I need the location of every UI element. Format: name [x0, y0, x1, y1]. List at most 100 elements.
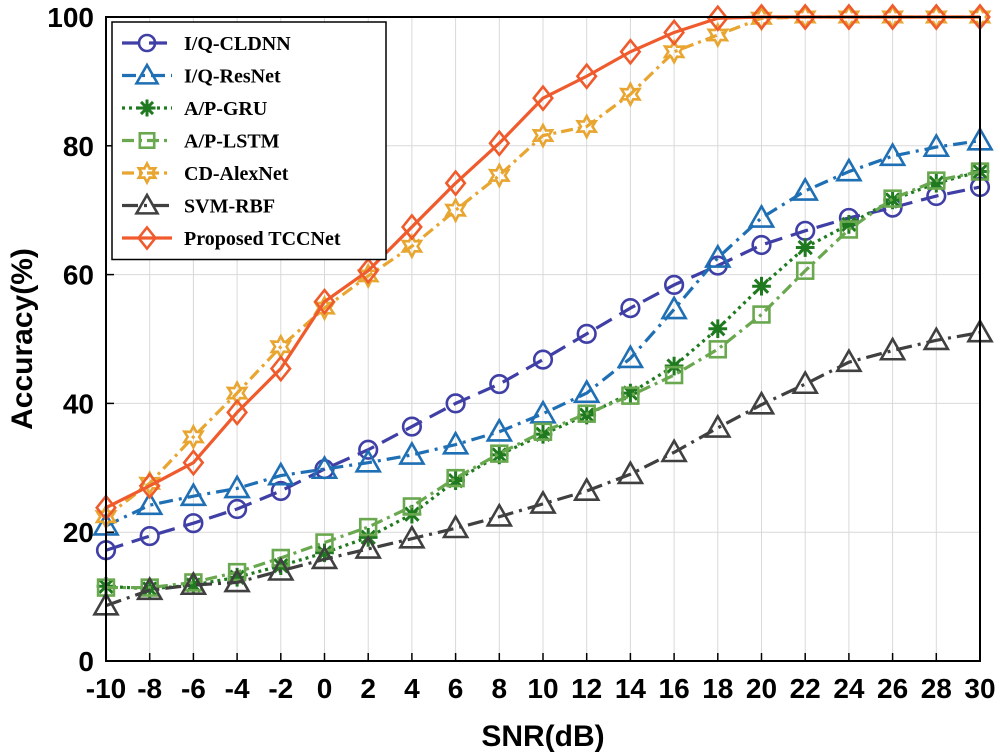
data-point [315, 533, 334, 552]
data-point [267, 461, 295, 486]
data-point [138, 472, 161, 500]
y-axis-title: Accuracy(%) [6, 248, 39, 430]
data-point [136, 160, 158, 186]
y-tick-label: 80 [63, 131, 94, 162]
data-point [837, 3, 860, 31]
data-point [184, 575, 203, 595]
data-point [139, 525, 160, 547]
data-point [752, 276, 771, 296]
y-tick-label: 20 [63, 517, 94, 548]
data-point [794, 3, 817, 31]
data-point [883, 189, 902, 208]
data-point [485, 417, 514, 442]
data-point [398, 524, 426, 549]
data-point [135, 575, 164, 601]
data-point [795, 238, 815, 257]
data-point [577, 404, 596, 423]
data-point [621, 386, 640, 405]
legend-item[interactable]: Proposed TCCNet [122, 225, 341, 251]
data-point [620, 297, 641, 319]
data-point [704, 413, 732, 438]
x-tick-label: 10 [527, 673, 558, 704]
data-point [619, 38, 642, 66]
data-point [663, 18, 686, 47]
data-point [747, 390, 776, 415]
legend-item[interactable]: CD-AlexNet [122, 160, 289, 186]
data-point [446, 468, 465, 488]
data-point [618, 81, 642, 108]
legend-item[interactable]: A/P-LSTM [122, 131, 280, 153]
data-point [878, 336, 907, 361]
legend-item[interactable]: SVM-RBF [122, 192, 275, 218]
x-tick-label: 28 [921, 673, 952, 704]
y-tick-label: 0 [78, 646, 94, 677]
x-tick-label: 16 [659, 673, 690, 704]
data-point [400, 233, 424, 260]
data-point [310, 454, 339, 480]
data-point [444, 196, 468, 224]
series-layer [92, 3, 994, 616]
x-tick-label: 12 [571, 673, 602, 704]
data-point [271, 548, 291, 568]
data-point [927, 171, 946, 190]
data-point [572, 378, 601, 404]
data-point [706, 4, 729, 32]
data-point [313, 288, 336, 316]
data-point [660, 295, 688, 320]
data-point [227, 562, 247, 582]
data-point [529, 399, 557, 424]
series-line [105, 170, 981, 591]
x-tick-label: -6 [181, 673, 206, 704]
data-point [398, 440, 426, 465]
data-point [227, 567, 247, 587]
series-a-p-lstm [96, 162, 990, 597]
data-point [401, 416, 423, 437]
legend-label: A/P-LSTM [184, 131, 280, 153]
data-point [267, 556, 295, 581]
data-point [444, 169, 467, 197]
legend-label: A/P-GRU [184, 98, 267, 120]
data-point [400, 213, 423, 241]
data-point [134, 62, 160, 85]
legend-item[interactable]: I/Q-CLDNN [122, 33, 291, 55]
data-point [315, 543, 334, 563]
data-point [835, 348, 863, 373]
x-tick-label: 0 [317, 673, 333, 704]
x-tick-label: 30 [964, 673, 995, 704]
x-tick-label: -4 [225, 673, 250, 704]
data-point [708, 319, 728, 339]
x-tick-label: 8 [492, 673, 508, 704]
data-point [621, 383, 640, 403]
data-point [533, 422, 553, 441]
data-point [223, 474, 251, 499]
legend-item[interactable]: A/P-GRU [122, 98, 267, 120]
data-point [134, 192, 160, 215]
legend-item[interactable]: I/Q-ResNet [122, 62, 281, 88]
data-point [489, 373, 510, 395]
x-tick-label: 2 [360, 673, 376, 704]
data-point [791, 369, 819, 395]
x-tick-label: 18 [702, 673, 733, 704]
data-point [446, 471, 465, 491]
x-tick-label: 6 [448, 673, 464, 704]
x-tick-labels: -10 -8 -6 -4 -2 0 2 4 6 8 10 12 14 16 18 20 22 24 26 28 30 [86, 653, 996, 704]
data-point [223, 568, 251, 593]
data-point [402, 497, 422, 516]
x-tick-label: -10 [86, 673, 126, 704]
data-point [488, 129, 511, 157]
data-point [269, 354, 292, 383]
legend-label: SVM-RBF [184, 196, 275, 218]
data-point [878, 141, 907, 167]
y-tick-label: 100 [47, 2, 94, 33]
y-tick-labels: 0 20 40 60 80 100 [47, 2, 114, 677]
data-point [182, 449, 205, 477]
data-point [490, 444, 509, 463]
legend[interactable]: I/Q-CLDNN I/Q-ResNet A/P-GRU A/P-LSTM CD-Ale… [111, 21, 387, 261]
data-point [354, 534, 382, 559]
data-point [922, 132, 951, 158]
data-point [750, 3, 773, 31]
data-point [358, 439, 379, 460]
data-point [138, 99, 156, 117]
data-point [575, 62, 598, 90]
